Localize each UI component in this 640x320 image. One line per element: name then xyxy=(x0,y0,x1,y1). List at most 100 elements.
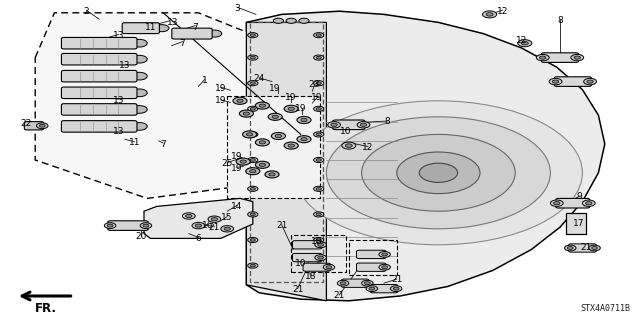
Bar xyxy=(349,240,397,275)
Circle shape xyxy=(271,132,285,140)
Circle shape xyxy=(518,40,532,47)
Circle shape xyxy=(340,282,346,285)
Circle shape xyxy=(250,170,256,173)
Text: 21: 21 xyxy=(580,244,591,252)
Text: 19: 19 xyxy=(311,93,323,102)
Circle shape xyxy=(259,141,266,144)
Text: 23: 23 xyxy=(308,80,319,89)
Text: 22: 22 xyxy=(20,119,31,128)
Circle shape xyxy=(273,18,284,23)
Circle shape xyxy=(342,142,356,149)
Circle shape xyxy=(315,255,326,260)
Circle shape xyxy=(248,55,258,60)
FancyBboxPatch shape xyxy=(356,263,386,271)
Text: 11: 11 xyxy=(145,23,156,32)
FancyBboxPatch shape xyxy=(556,198,590,208)
Circle shape xyxy=(246,133,253,136)
Text: 21: 21 xyxy=(292,285,303,294)
Circle shape xyxy=(250,133,255,136)
Circle shape xyxy=(393,287,399,290)
Text: 21: 21 xyxy=(333,292,345,300)
Circle shape xyxy=(316,188,321,190)
Circle shape xyxy=(132,89,147,97)
Circle shape xyxy=(240,160,246,163)
Circle shape xyxy=(297,116,311,124)
FancyBboxPatch shape xyxy=(569,244,596,252)
Circle shape xyxy=(286,18,296,23)
Circle shape xyxy=(584,78,596,85)
Circle shape xyxy=(314,186,324,191)
Circle shape xyxy=(540,56,546,59)
Circle shape xyxy=(316,133,321,136)
FancyBboxPatch shape xyxy=(24,122,44,130)
Circle shape xyxy=(315,242,326,248)
Circle shape xyxy=(155,25,169,32)
Circle shape xyxy=(314,81,324,86)
Circle shape xyxy=(208,216,221,222)
Circle shape xyxy=(221,226,234,232)
Circle shape xyxy=(301,118,307,122)
FancyBboxPatch shape xyxy=(303,263,330,271)
Circle shape xyxy=(248,237,258,243)
Bar xyxy=(566,213,586,234)
Text: 13: 13 xyxy=(119,61,131,70)
Text: 12: 12 xyxy=(362,143,374,152)
FancyBboxPatch shape xyxy=(61,121,137,132)
Circle shape xyxy=(317,256,323,259)
Text: 19: 19 xyxy=(295,104,307,113)
Circle shape xyxy=(397,152,480,194)
Circle shape xyxy=(316,34,321,36)
Circle shape xyxy=(316,213,321,216)
Circle shape xyxy=(486,13,493,16)
FancyBboxPatch shape xyxy=(292,253,322,262)
Circle shape xyxy=(36,123,48,129)
Circle shape xyxy=(275,134,282,138)
FancyBboxPatch shape xyxy=(122,23,159,34)
Circle shape xyxy=(250,264,255,267)
Polygon shape xyxy=(35,13,310,198)
Text: 21: 21 xyxy=(209,223,220,232)
Circle shape xyxy=(268,113,282,120)
Circle shape xyxy=(549,78,562,85)
Text: 8: 8 xyxy=(557,16,563,25)
Circle shape xyxy=(248,33,258,38)
Text: 18: 18 xyxy=(305,272,316,281)
Circle shape xyxy=(362,280,373,286)
Circle shape xyxy=(288,107,294,110)
Text: STX4A0711B: STX4A0711B xyxy=(580,304,630,313)
Circle shape xyxy=(323,264,335,270)
Circle shape xyxy=(243,112,250,115)
Circle shape xyxy=(521,42,528,45)
Text: 19: 19 xyxy=(269,84,281,92)
Circle shape xyxy=(233,97,247,104)
Circle shape xyxy=(390,286,402,292)
Circle shape xyxy=(294,101,582,245)
Circle shape xyxy=(284,105,298,112)
Text: 10: 10 xyxy=(295,260,307,268)
Circle shape xyxy=(316,264,321,267)
Text: 19: 19 xyxy=(285,93,297,102)
Circle shape xyxy=(224,227,230,230)
Circle shape xyxy=(250,213,255,216)
FancyBboxPatch shape xyxy=(172,28,212,39)
Circle shape xyxy=(237,99,243,102)
Circle shape xyxy=(259,104,266,107)
Text: 6: 6 xyxy=(196,234,201,243)
Circle shape xyxy=(248,157,258,163)
Circle shape xyxy=(346,144,352,147)
Circle shape xyxy=(250,82,255,84)
Text: 19: 19 xyxy=(231,164,243,172)
FancyBboxPatch shape xyxy=(370,284,398,293)
FancyBboxPatch shape xyxy=(342,279,369,287)
Text: 1: 1 xyxy=(202,76,207,84)
Circle shape xyxy=(250,56,255,59)
Circle shape xyxy=(236,158,250,165)
Text: 21: 21 xyxy=(276,221,287,230)
Circle shape xyxy=(314,132,324,137)
Circle shape xyxy=(483,11,497,18)
FancyBboxPatch shape xyxy=(61,70,137,82)
Text: 15: 15 xyxy=(221,213,233,222)
Text: 19: 19 xyxy=(215,96,227,105)
FancyBboxPatch shape xyxy=(356,250,386,259)
Circle shape xyxy=(248,263,258,268)
